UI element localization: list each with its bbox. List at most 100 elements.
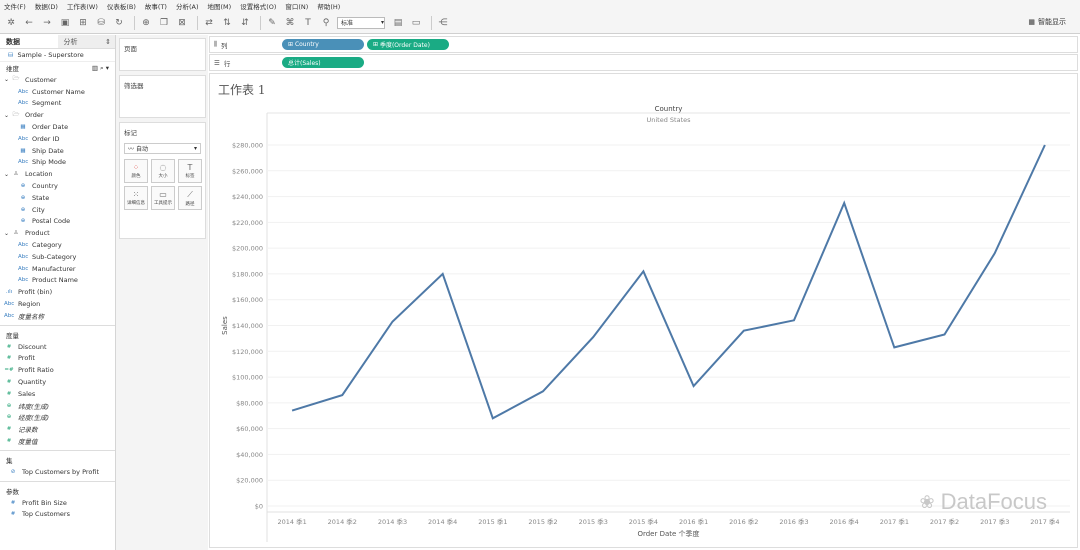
expand-icon[interactable]: ⌄ — [4, 170, 10, 178]
expand-icon[interactable]: ⌄ — [4, 229, 10, 237]
data-point[interactable] — [840, 199, 848, 207]
sort-desc-icon[interactable]: ⇵ — [241, 17, 249, 28]
menu-item[interactable]: 窗口(N) — [285, 3, 309, 11]
field-item[interactable]: Abc Category — [0, 239, 115, 251]
search-icon[interactable]: ▥ ⌕ ▾ — [91, 63, 109, 72]
field-item[interactable]: ⊕ Country — [0, 180, 115, 192]
field-item[interactable]: # Sales — [0, 388, 115, 400]
size-button[interactable]: ◌ 大小 — [151, 159, 175, 183]
data-point[interactable] — [690, 382, 698, 390]
data-point[interactable] — [338, 391, 346, 399]
smart-show-button[interactable]: ▦ 智能显示 — [1028, 18, 1066, 26]
series-line-sales[interactable] — [291, 144, 1046, 420]
field-item[interactable]: # 度量值 — [0, 435, 115, 447]
fit-select[interactable]: 标准 ▾ — [337, 16, 385, 29]
field-item[interactable]: ▦ Ship Date — [0, 145, 115, 157]
field-item[interactable]: Abc Ship Mode — [0, 157, 115, 169]
field-item[interactable]: ⊕ 经度(生成) — [0, 412, 115, 424]
pill-sum-sales[interactable]: 总计(Sales) — [282, 57, 364, 68]
field-item[interactable]: ⌄ ♙ Location — [0, 168, 115, 180]
tab-data[interactable]: 数据 — [0, 35, 58, 48]
color-button[interactable]: ⁘ 颜色 — [124, 159, 148, 183]
pages-card[interactable]: 页面 — [119, 38, 206, 71]
highlight-icon[interactable]: ✎ — [268, 17, 276, 28]
data-point[interactable] — [941, 331, 949, 339]
data-point[interactable] — [288, 407, 296, 415]
presentation-icon[interactable]: ▭ — [411, 17, 421, 28]
pin-icon[interactable]: ⚲ — [322, 17, 330, 28]
field-item[interactable]: ⊕ Postal Code — [0, 216, 115, 228]
path-button[interactable]: ⟋ 路径 — [178, 186, 202, 210]
data-point[interactable] — [740, 327, 748, 335]
data-point[interactable] — [489, 414, 497, 422]
field-item[interactable]: # Quantity — [0, 376, 115, 388]
field-item[interactable]: Abc 度量名称 — [0, 310, 115, 322]
rows-shelf[interactable]: ☰ 行 总计(Sales) — [209, 54, 1078, 71]
data-point[interactable] — [539, 387, 547, 395]
data-point[interactable] — [790, 316, 798, 324]
field-item[interactable]: ⊕ State — [0, 192, 115, 204]
field-item[interactable]: ▦ Order Date — [0, 121, 115, 133]
columns-shelf[interactable]: ⫼ 列 ⊞ Country ⊞ 季度(Order Date) — [209, 36, 1078, 53]
datasource-icon[interactable]: ⛁ — [97, 17, 105, 28]
field-item[interactable]: Abc Segment — [0, 98, 115, 110]
field-item[interactable]: # Profit — [0, 353, 115, 365]
data-point[interactable] — [639, 267, 647, 275]
menu-item[interactable]: 地图(M) — [207, 3, 232, 11]
new-sheet-icon[interactable]: ⊕ — [142, 17, 150, 28]
field-item[interactable]: ⊘ Top Customers by Profit — [0, 466, 115, 478]
menu-item[interactable]: 帮助(H) — [317, 3, 341, 11]
field-item[interactable]: # Discount — [0, 341, 115, 353]
show-cards-icon[interactable]: ▤ — [393, 17, 403, 28]
field-item[interactable]: .ılı Profit (bin) — [0, 286, 115, 298]
field-item[interactable]: ⌄ 🗁 Customer — [0, 74, 115, 86]
field-item[interactable]: Abc Product Name — [0, 275, 115, 287]
expand-icon[interactable]: ⌄ — [4, 111, 10, 119]
mark-type-select[interactable]: 〰 自动 ▾ — [124, 143, 201, 154]
duplicate-sheet-icon[interactable]: ❐ — [159, 17, 169, 28]
menu-item[interactable]: 仪表板(B) — [106, 3, 136, 11]
pill-country[interactable]: ⊞ Country — [282, 39, 364, 50]
menu-item[interactable]: 数据(D) — [34, 3, 58, 11]
menu-item[interactable]: 故事(T) — [144, 3, 167, 11]
menu-item[interactable]: 文件(F) — [4, 3, 26, 11]
data-point[interactable] — [991, 249, 999, 257]
field-item[interactable]: Abc Customer Name — [0, 86, 115, 98]
back-icon[interactable]: ← — [25, 17, 33, 28]
field-item[interactable]: Abc Manufacturer — [0, 263, 115, 275]
data-point[interactable] — [439, 270, 447, 278]
field-item[interactable]: ⌄ 🗁 Order — [0, 109, 115, 121]
data-point[interactable] — [388, 318, 396, 326]
new-datasource-icon[interactable]: ⊞ — [79, 17, 87, 28]
refresh-icon[interactable]: ↻ — [115, 17, 123, 28]
share-icon[interactable]: ⋲ — [438, 17, 448, 28]
field-item[interactable]: =# Profit Ratio — [0, 364, 115, 376]
group-icon[interactable]: ⌘ — [285, 17, 295, 28]
field-item[interactable]: Abc Sub-Category — [0, 251, 115, 263]
datasource-item[interactable]: ⛁ Sample - Superstore — [0, 49, 115, 62]
tableau-logo-icon[interactable]: ✲ — [7, 17, 15, 28]
tooltip-button[interactable]: ▭ 工具提示 — [151, 186, 175, 210]
sort-asc-icon[interactable]: ⇅ — [223, 17, 231, 28]
tab-analysis[interactable]: 分析 ⇕ — [57, 35, 115, 48]
detail-button[interactable]: ⁙ 详细信息 — [124, 186, 148, 210]
swap-icon[interactable]: ⇄ — [205, 17, 213, 28]
field-item[interactable]: ⊕ 纬度(生成) — [0, 400, 115, 412]
clear-sheet-icon[interactable]: ⊠ — [178, 17, 186, 28]
menu-item[interactable]: 设置格式(O) — [240, 3, 277, 11]
field-item[interactable]: # 记录数 — [0, 423, 115, 435]
label-button[interactable]: T 标签 — [178, 159, 202, 183]
forward-icon[interactable]: → — [43, 17, 51, 28]
filters-card[interactable]: 筛选器 — [119, 75, 206, 118]
save-icon[interactable]: ▣ — [60, 17, 70, 28]
menu-item[interactable]: 分析(A) — [175, 3, 199, 11]
field-item[interactable]: ⌄ ♙ Product — [0, 227, 115, 239]
pill-quarter-order-date[interactable]: ⊞ 季度(Order Date) — [367, 39, 449, 50]
data-point[interactable] — [890, 343, 898, 351]
field-item[interactable]: # Profit Bin Size — [0, 497, 115, 509]
label-icon[interactable]: T — [305, 17, 311, 28]
field-item[interactable]: ⊕ City — [0, 204, 115, 216]
data-point[interactable] — [1041, 141, 1049, 149]
menu-item[interactable]: 工作表(W) — [66, 3, 98, 11]
field-item[interactable]: Abc Region — [0, 298, 115, 310]
